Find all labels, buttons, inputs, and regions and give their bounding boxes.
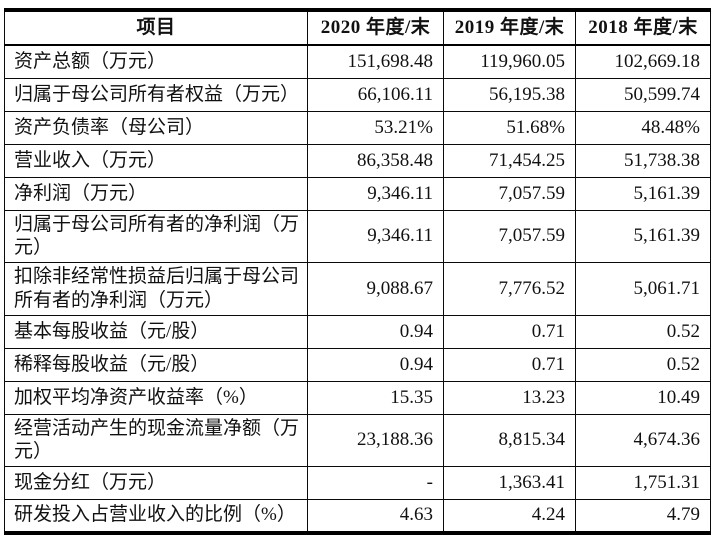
row-label: 归属于母公司所有者权益（万元） bbox=[4, 77, 308, 112]
value-2019: 0.71 bbox=[443, 347, 576, 382]
value-2018: 4,674.36 bbox=[575, 413, 711, 467]
financial-summary-table: 项目 2020 年度/末 2019 年度/末 2018 年度/末 资产总额（万元… bbox=[4, 8, 711, 535]
value-2019: 0.71 bbox=[443, 314, 576, 349]
value-2020: 0.94 bbox=[307, 314, 444, 349]
value-2019: 1,363.41 bbox=[443, 466, 576, 500]
value-2020: - bbox=[307, 466, 444, 500]
row-label: 稀释每股收益（元/股） bbox=[4, 347, 308, 382]
value-2019: 51.68% bbox=[443, 110, 576, 145]
row-label: 净利润（万元） bbox=[4, 176, 308, 211]
value-2020: 66,106.11 bbox=[307, 77, 444, 112]
table-row: 资产负债率（母公司） 53.21% 51.68% 48.48% bbox=[4, 110, 711, 145]
value-2019: 7,776.52 bbox=[443, 262, 576, 316]
value-2020: 86,358.48 bbox=[307, 143, 444, 178]
value-2020: 0.94 bbox=[307, 347, 444, 382]
value-2019: 4.24 bbox=[443, 499, 576, 533]
row-label: 研发投入占营业收入的比例（%） bbox=[4, 499, 308, 533]
column-header-2020: 2020 年度/末 bbox=[307, 9, 444, 46]
value-2019: 7,057.59 bbox=[443, 176, 576, 211]
table-row: 扣除非经常性损益后归属于母公司所有者的净利润（万元） 9,088.67 7,77… bbox=[4, 262, 711, 316]
row-label: 营业收入（万元） bbox=[4, 143, 308, 178]
value-2020: 53.21% bbox=[307, 110, 444, 145]
row-label: 加权平均净资产收益率（%） bbox=[4, 380, 308, 415]
value-2019: 56,195.38 bbox=[443, 77, 576, 112]
row-label: 资产总额（万元） bbox=[4, 44, 308, 79]
value-2018: 0.52 bbox=[575, 314, 711, 349]
table-row: 基本每股收益（元/股） 0.94 0.71 0.52 bbox=[4, 314, 711, 349]
value-2018: 0.52 bbox=[575, 347, 711, 382]
value-2020: 15.35 bbox=[307, 380, 444, 415]
row-label: 经营活动产生的现金流量净额（万元） bbox=[4, 413, 308, 467]
value-2018: 5,061.71 bbox=[575, 262, 711, 316]
row-label: 归属于母公司所有者的净利润（万元） bbox=[4, 209, 308, 263]
table-row: 稀释每股收益（元/股） 0.94 0.71 0.52 bbox=[4, 347, 711, 382]
value-2020: 9,088.67 bbox=[307, 262, 444, 316]
value-2019: 71,454.25 bbox=[443, 143, 576, 178]
row-label: 资产负债率（母公司） bbox=[4, 110, 308, 145]
value-2018: 1,751.31 bbox=[575, 466, 711, 500]
table-row: 研发投入占营业收入的比例（%） 4.63 4.24 4.79 bbox=[4, 499, 711, 533]
table-row: 现金分红（万元） - 1,363.41 1,751.31 bbox=[4, 466, 711, 500]
row-label: 基本每股收益（元/股） bbox=[4, 314, 308, 349]
value-2018: 4.79 bbox=[575, 499, 711, 533]
value-2020: 151,698.48 bbox=[307, 44, 444, 79]
value-2020: 23,188.36 bbox=[307, 413, 444, 467]
table-row: 经营活动产生的现金流量净额（万元） 23,188.36 8,815.34 4,6… bbox=[4, 413, 711, 467]
value-2018: 48.48% bbox=[575, 110, 711, 145]
value-2020: 9,346.11 bbox=[307, 176, 444, 211]
row-label: 扣除非经常性损益后归属于母公司所有者的净利润（万元） bbox=[4, 262, 308, 316]
table-row: 归属于母公司所有者权益（万元） 66,106.11 56,195.38 50,5… bbox=[4, 77, 711, 112]
value-2020: 4.63 bbox=[307, 499, 444, 533]
table-row: 加权平均净资产收益率（%） 15.35 13.23 10.49 bbox=[4, 380, 711, 415]
table-row: 资产总额（万元） 151,698.48 119,960.05 102,669.1… bbox=[4, 44, 711, 79]
value-2018: 50,599.74 bbox=[575, 77, 711, 112]
value-2019: 8,815.34 bbox=[443, 413, 576, 467]
row-label: 现金分红（万元） bbox=[4, 466, 308, 500]
table-row: 营业收入（万元） 86,358.48 71,454.25 51,738.38 bbox=[4, 143, 711, 178]
value-2019: 119,960.05 bbox=[443, 44, 576, 79]
value-2018: 10.49 bbox=[575, 380, 711, 415]
header-row: 项目 2020 年度/末 2019 年度/末 2018 年度/末 bbox=[4, 9, 711, 46]
value-2018: 102,669.18 bbox=[575, 44, 711, 79]
column-header-2018: 2018 年度/末 bbox=[575, 9, 711, 46]
value-2020: 9,346.11 bbox=[307, 209, 444, 263]
value-2019: 7,057.59 bbox=[443, 209, 576, 263]
value-2018: 51,738.38 bbox=[575, 143, 711, 178]
column-header-item: 项目 bbox=[4, 9, 308, 46]
table-row: 净利润（万元） 9,346.11 7,057.59 5,161.39 bbox=[4, 176, 711, 211]
column-header-2019: 2019 年度/末 bbox=[443, 9, 576, 46]
value-2018: 5,161.39 bbox=[575, 176, 711, 211]
value-2018: 5,161.39 bbox=[575, 209, 711, 263]
value-2019: 13.23 bbox=[443, 380, 576, 415]
table-row: 归属于母公司所有者的净利润（万元） 9,346.11 7,057.59 5,16… bbox=[4, 209, 711, 263]
